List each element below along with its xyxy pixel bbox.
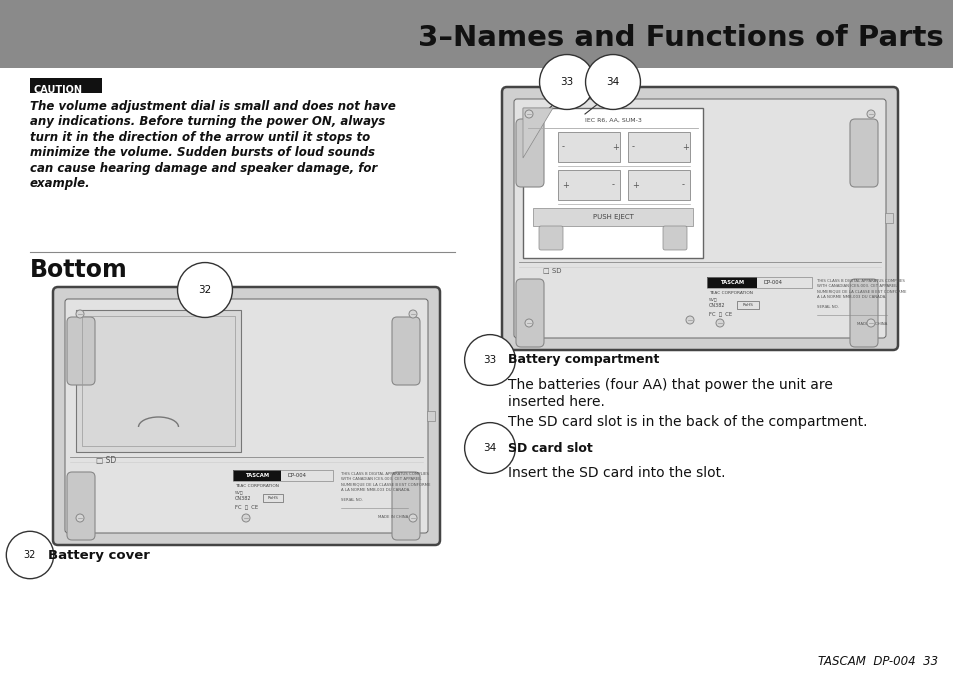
Polygon shape: [522, 108, 553, 158]
Bar: [627, 170, 689, 200]
Circle shape: [76, 310, 84, 318]
FancyBboxPatch shape: [516, 119, 543, 187]
FancyBboxPatch shape: [849, 279, 877, 347]
Text: 34: 34: [483, 443, 497, 453]
FancyBboxPatch shape: [67, 472, 95, 540]
Text: 5V⏜: 5V⏜: [708, 297, 717, 301]
Text: TASCAM: TASCAM: [245, 473, 269, 478]
Bar: [558, 132, 619, 162]
Text: RoHS: RoHS: [741, 303, 753, 307]
Circle shape: [866, 110, 874, 118]
Text: TASCAM: TASCAM: [720, 280, 743, 285]
Text: example.: example.: [30, 177, 91, 190]
Circle shape: [409, 310, 416, 318]
Bar: [558, 170, 619, 200]
FancyBboxPatch shape: [67, 317, 95, 385]
Circle shape: [866, 319, 874, 327]
FancyBboxPatch shape: [662, 226, 686, 250]
Circle shape: [76, 514, 84, 522]
Circle shape: [716, 319, 723, 327]
Text: +: +: [681, 143, 688, 152]
FancyBboxPatch shape: [53, 287, 439, 545]
FancyBboxPatch shape: [0, 0, 953, 68]
Text: TASCAM  DP-004  33: TASCAM DP-004 33: [817, 655, 937, 668]
Text: IEC R6, AA, SUM-3: IEC R6, AA, SUM-3: [584, 118, 640, 122]
Text: TEAC CORPORATION: TEAC CORPORATION: [708, 291, 752, 295]
Text: CAUTION: CAUTION: [34, 85, 83, 95]
Bar: [706, 277, 757, 288]
Text: Battery compartment: Battery compartment: [507, 354, 659, 367]
FancyBboxPatch shape: [501, 87, 897, 350]
Bar: [233, 470, 281, 481]
Text: inserted here.: inserted here.: [507, 395, 604, 409]
Text: turn it in the direction of the arrow until it stops to: turn it in the direction of the arrow un…: [30, 131, 370, 144]
Bar: [884, 213, 892, 223]
Text: Battery cover: Battery cover: [48, 549, 150, 562]
Text: Insert the SD card into the slot.: Insert the SD card into the slot.: [507, 466, 724, 480]
Text: MADE IN CHINA: MADE IN CHINA: [377, 515, 408, 519]
Text: □ SD: □ SD: [96, 456, 116, 464]
Bar: [427, 411, 435, 421]
Text: -: -: [612, 180, 615, 190]
Text: -: -: [561, 143, 564, 152]
Bar: [76, 310, 241, 452]
Text: TEAC CORPORATION: TEAC CORPORATION: [234, 484, 278, 488]
Text: The batteries (four AA) that power the unit are: The batteries (four AA) that power the u…: [507, 378, 832, 392]
FancyBboxPatch shape: [516, 279, 543, 347]
Text: 34: 34: [606, 77, 619, 87]
FancyBboxPatch shape: [514, 99, 885, 338]
Text: □ SD: □ SD: [542, 267, 561, 273]
FancyBboxPatch shape: [392, 317, 419, 385]
FancyBboxPatch shape: [30, 78, 102, 93]
Text: any indications. Before turning the power ON, always: any indications. Before turning the powe…: [30, 116, 385, 129]
Text: The volume adjustment dial is small and does not have: The volume adjustment dial is small and …: [30, 100, 395, 113]
FancyBboxPatch shape: [65, 299, 428, 533]
Text: FC  ⓘ  CE: FC ⓘ CE: [234, 505, 258, 510]
Text: minimize the volume. Sudden bursts of loud sounds: minimize the volume. Sudden bursts of lo…: [30, 146, 375, 160]
Text: 3–Names and Functions of Parts: 3–Names and Functions of Parts: [417, 24, 943, 52]
Text: The SD card slot is in the back of the compartment.: The SD card slot is in the back of the c…: [507, 415, 866, 429]
Text: -: -: [681, 180, 684, 190]
Circle shape: [524, 110, 533, 118]
Bar: [706, 277, 811, 288]
Bar: [522, 108, 702, 258]
Text: 5V⏜: 5V⏜: [234, 490, 243, 494]
Bar: [737, 301, 759, 309]
FancyBboxPatch shape: [538, 226, 562, 250]
Text: +: +: [561, 180, 568, 190]
Text: 32: 32: [198, 285, 212, 295]
Text: Bottom: Bottom: [30, 258, 128, 282]
Text: DP-004: DP-004: [288, 473, 307, 478]
FancyBboxPatch shape: [392, 472, 419, 540]
Circle shape: [409, 514, 416, 522]
Text: +: +: [612, 143, 618, 152]
Text: -: -: [631, 143, 635, 152]
Text: MADE IN CHINA: MADE IN CHINA: [856, 322, 886, 326]
Text: +: +: [631, 180, 639, 190]
Text: THIS CLASS B DIGITAL APPARATUS COMPLIES
WITH CANADIAN ICES-003. CET APPAREIL
NUM: THIS CLASS B DIGITAL APPARATUS COMPLIES …: [816, 279, 905, 299]
Bar: [263, 494, 283, 502]
Text: PUSH EJECT: PUSH EJECT: [592, 214, 633, 220]
Text: SERIAL NO.: SERIAL NO.: [340, 498, 362, 502]
Text: 33: 33: [559, 77, 573, 87]
Bar: [233, 470, 333, 481]
Text: SERIAL NO.: SERIAL NO.: [816, 305, 838, 309]
Circle shape: [242, 514, 250, 522]
Text: FC  ⓘ  CE: FC ⓘ CE: [708, 312, 731, 317]
Bar: [82, 316, 234, 446]
Text: CN382: CN382: [234, 496, 252, 501]
Text: DP-004: DP-004: [763, 280, 782, 285]
Bar: [533, 208, 692, 226]
Text: RoHS: RoHS: [267, 496, 278, 500]
Circle shape: [524, 319, 533, 327]
Text: SD card slot: SD card slot: [507, 441, 592, 454]
Text: THIS CLASS B DIGITAL APPARATUS COMPLIES
WITH CANADIAN ICES-003. CET APPAREIL
NUM: THIS CLASS B DIGITAL APPARATUS COMPLIES …: [340, 472, 430, 492]
FancyBboxPatch shape: [849, 119, 877, 187]
Text: CN382: CN382: [708, 303, 724, 308]
Text: 32: 32: [24, 550, 36, 560]
Bar: [627, 132, 689, 162]
Text: can cause hearing damage and speaker damage, for: can cause hearing damage and speaker dam…: [30, 162, 376, 175]
Text: 33: 33: [483, 355, 497, 365]
Circle shape: [685, 316, 693, 324]
